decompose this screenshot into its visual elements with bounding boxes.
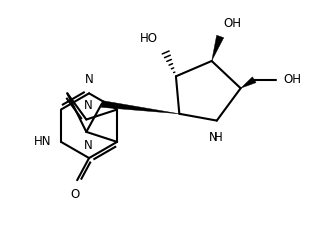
Text: N: N	[85, 73, 93, 86]
Text: N: N	[84, 139, 92, 152]
Text: HO: HO	[140, 32, 158, 45]
Text: N: N	[209, 131, 218, 144]
Text: OH: OH	[224, 17, 242, 30]
Text: H: H	[214, 131, 223, 144]
Polygon shape	[101, 101, 179, 114]
Polygon shape	[241, 77, 256, 88]
Text: O: O	[71, 188, 80, 201]
Text: OH: OH	[283, 73, 301, 86]
Text: N: N	[84, 99, 92, 112]
Polygon shape	[212, 35, 224, 61]
Text: HN: HN	[34, 135, 51, 148]
